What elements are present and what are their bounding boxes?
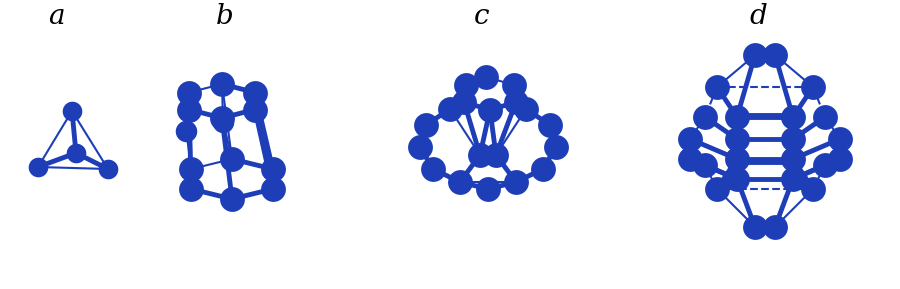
Point <box>31 165 45 169</box>
Point <box>710 85 724 89</box>
Point <box>818 163 832 167</box>
Text: a: a <box>48 3 64 31</box>
Point <box>543 123 557 127</box>
Point <box>481 187 495 191</box>
Point <box>457 100 472 104</box>
Text: b: b <box>216 3 234 31</box>
Point <box>216 119 230 124</box>
Point <box>710 187 724 191</box>
Point <box>806 187 820 191</box>
Point <box>68 151 83 155</box>
Point <box>832 137 847 141</box>
Point <box>508 180 523 184</box>
Text: c: c <box>474 3 490 31</box>
Point <box>459 83 473 87</box>
Point <box>536 167 550 171</box>
Point <box>786 177 800 181</box>
Point <box>730 177 744 181</box>
Point <box>482 108 497 112</box>
Point <box>426 167 440 171</box>
Point <box>730 157 744 161</box>
Point <box>806 85 820 89</box>
Point <box>248 107 262 112</box>
Point <box>472 153 487 157</box>
Point <box>184 187 199 191</box>
Point <box>101 167 115 171</box>
Point <box>443 107 457 111</box>
Point <box>698 115 712 119</box>
Point <box>748 53 762 57</box>
Point <box>786 157 800 161</box>
Point <box>768 53 782 57</box>
Point <box>508 100 523 104</box>
Point <box>748 225 762 229</box>
Point <box>786 137 800 141</box>
Point <box>225 157 239 161</box>
Point <box>818 115 832 119</box>
Point <box>479 75 493 79</box>
Point <box>413 145 428 149</box>
Point <box>489 153 503 157</box>
Point <box>518 107 533 111</box>
Point <box>179 128 194 133</box>
Point <box>768 225 782 229</box>
Point <box>266 187 280 191</box>
Point <box>266 167 280 171</box>
Point <box>248 90 262 95</box>
Text: d: d <box>749 3 767 31</box>
Point <box>215 82 230 86</box>
Point <box>182 107 196 112</box>
Point <box>418 123 433 127</box>
Point <box>507 83 521 87</box>
Point <box>730 115 744 119</box>
Point <box>184 167 199 171</box>
Point <box>832 157 847 161</box>
Point <box>453 180 467 184</box>
Point <box>786 115 800 119</box>
Point <box>65 109 79 113</box>
Point <box>683 137 698 141</box>
Point <box>683 157 698 161</box>
Point <box>225 197 239 201</box>
Point <box>730 137 744 141</box>
Point <box>182 90 196 95</box>
Point <box>698 163 712 167</box>
Point <box>215 116 230 120</box>
Point <box>549 145 563 149</box>
